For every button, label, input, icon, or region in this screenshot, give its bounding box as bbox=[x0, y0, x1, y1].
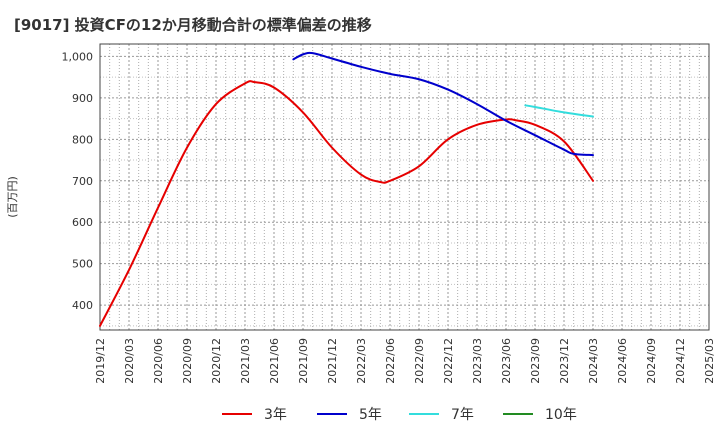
x-tick-label: 2022/03 bbox=[355, 338, 368, 384]
x-tick-label: 2023/06 bbox=[500, 338, 513, 384]
x-tick-label: 2020/12 bbox=[210, 338, 223, 384]
x-tick-label: 2023/12 bbox=[558, 338, 571, 384]
x-tick-label: 2021/03 bbox=[239, 338, 252, 384]
series-line-5年 bbox=[292, 51, 594, 157]
series-line-3年 bbox=[99, 80, 594, 327]
x-tick-label: 2020/03 bbox=[123, 338, 136, 384]
x-tick-label: 2021/12 bbox=[326, 338, 339, 384]
x-tick-label: 2021/09 bbox=[297, 338, 310, 384]
series-line-7年 bbox=[524, 104, 594, 118]
y-axis-label: (百万円) bbox=[6, 176, 19, 218]
y-tick-label: 400 bbox=[72, 299, 93, 312]
x-tick-label: 2022/09 bbox=[413, 338, 426, 384]
legend-label: 7年 bbox=[451, 407, 474, 423]
y-tick-label: 900 bbox=[72, 92, 93, 105]
x-tick-label: 2024/09 bbox=[645, 338, 658, 384]
chart-title: [9017] 投資CFの12か月移動合計の標準偏差の推移 bbox=[14, 16, 372, 34]
x-tick-label: 2024/06 bbox=[616, 338, 629, 384]
legend-label: 5年 bbox=[359, 407, 382, 423]
x-tick-label: 2021/06 bbox=[268, 338, 281, 384]
x-tick-label: 2020/09 bbox=[181, 338, 194, 384]
y-tick-label: 600 bbox=[72, 216, 93, 229]
y-tick-label: 1,000 bbox=[62, 50, 94, 63]
x-tick-label: 2025/03 bbox=[703, 338, 716, 384]
x-tick-label: 2024/03 bbox=[587, 338, 600, 384]
legend-label: 3年 bbox=[264, 407, 287, 423]
x-tick-label: 2023/03 bbox=[471, 338, 484, 384]
x-tick-label: 2023/09 bbox=[529, 338, 542, 384]
x-tick-label: 2022/06 bbox=[384, 338, 397, 384]
y-tick-label: 500 bbox=[72, 258, 93, 271]
x-tick-label: 2020/06 bbox=[152, 338, 165, 384]
x-tick-label: 2022/12 bbox=[442, 338, 455, 384]
legend-label: 10年 bbox=[545, 407, 577, 423]
plot-frame bbox=[99, 43, 710, 331]
y-tick-label: 700 bbox=[72, 175, 93, 188]
x-tick-label: 2024/12 bbox=[674, 338, 687, 384]
x-tick-label: 2019/12 bbox=[94, 338, 107, 384]
y-tick-label: 800 bbox=[72, 133, 93, 146]
